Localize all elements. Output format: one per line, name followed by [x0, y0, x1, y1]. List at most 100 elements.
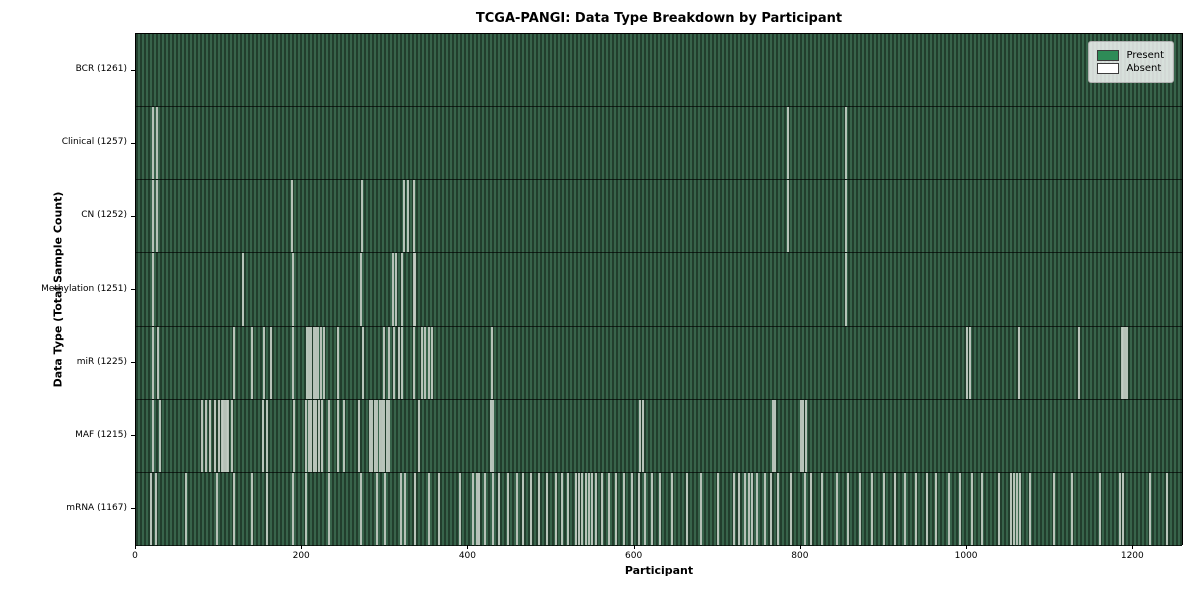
absent-line: [315, 399, 318, 472]
absent-line: [716, 472, 719, 545]
absent-line: [310, 326, 313, 399]
absent-line: [686, 472, 688, 545]
absent-line: [591, 472, 594, 545]
y-tick-label: BCR (1261): [75, 64, 127, 75]
absent-line: [312, 326, 315, 399]
y-tick-label: CN (1252): [81, 210, 127, 221]
absent-line: [152, 326, 155, 399]
absent-line: [227, 399, 230, 472]
absent-line: [231, 399, 234, 472]
absent-line: [1078, 326, 1081, 399]
x-tick-mark: [467, 545, 469, 549]
absent-line: [317, 326, 319, 399]
absent-line: [406, 180, 409, 253]
absent-line: [882, 472, 885, 545]
absent-line: [381, 399, 383, 472]
x-tick-mark: [301, 545, 303, 549]
absent-line: [382, 326, 385, 399]
x-tick-mark: [633, 545, 635, 549]
y-tick-mark: [131, 142, 135, 144]
absent-line: [208, 399, 211, 472]
absent-line: [643, 472, 646, 545]
absent-line: [184, 472, 187, 545]
absent-line: [594, 472, 597, 545]
absent-line: [858, 472, 861, 545]
absent-line: [414, 253, 417, 326]
absent-line: [159, 399, 162, 472]
absent-line: [307, 326, 310, 399]
plot-area: Present Absent: [135, 33, 1183, 546]
absent-line: [489, 399, 492, 472]
data-row-maf: [136, 399, 1182, 473]
absent-line: [400, 326, 403, 399]
absent-line: [971, 472, 974, 545]
absent-line: [820, 472, 823, 545]
absent-line: [748, 472, 751, 545]
absent-line: [802, 399, 805, 472]
absent-line: [266, 472, 269, 545]
absent-line: [427, 326, 430, 399]
absent-line: [491, 399, 494, 472]
absent-line: [336, 326, 339, 399]
absent-line: [152, 399, 155, 472]
absent-line: [388, 326, 391, 399]
absent-line: [424, 326, 427, 399]
absent-line: [981, 472, 984, 545]
absent-line: [292, 253, 295, 326]
absent-line: [893, 472, 896, 545]
absent-line: [361, 180, 364, 253]
absent-line: [639, 399, 642, 472]
absent-line: [1119, 472, 1121, 545]
x-tick-mark: [799, 545, 801, 549]
absent-line: [414, 472, 417, 545]
absent-line: [700, 472, 703, 545]
absent-line: [314, 326, 317, 399]
absent-line: [155, 180, 158, 253]
absent-line: [997, 472, 1000, 545]
absent-line: [383, 399, 386, 472]
absent-line: [641, 399, 644, 472]
absent-line: [342, 399, 345, 472]
absent-line: [156, 326, 159, 399]
absent-line: [213, 399, 216, 472]
absent-line: [412, 326, 415, 399]
absent-line: [200, 399, 203, 472]
absent-line: [581, 472, 584, 545]
x-tick-label: 600: [625, 551, 643, 561]
absent-line: [538, 472, 541, 545]
absent-line: [472, 472, 475, 545]
absent-line: [270, 326, 273, 399]
legend-label: Present: [1126, 50, 1164, 61]
x-axis-label: Participant: [624, 564, 694, 577]
y-tick-mark: [131, 435, 135, 437]
absent-line: [371, 399, 374, 472]
absent-line: [402, 180, 405, 253]
data-row-methylation: [136, 253, 1182, 327]
absent-line: [744, 472, 747, 545]
absent-line: [871, 472, 874, 545]
absent-line: [266, 399, 269, 472]
absent-line: [304, 472, 307, 545]
absent-line: [574, 472, 577, 545]
data-row-clinical: [136, 107, 1182, 181]
y-tick-label: MAF (1215): [75, 429, 127, 440]
absent-line: [959, 472, 962, 545]
absent-line: [233, 472, 236, 545]
absent-line: [393, 326, 396, 399]
data-row-cn: [136, 180, 1182, 254]
absent-line: [903, 472, 906, 545]
absent-line: [404, 472, 407, 545]
absent-line: [560, 472, 563, 545]
absent-line: [336, 399, 339, 472]
legend-label: Absent: [1126, 63, 1162, 74]
absent-line: [787, 180, 790, 253]
absent-line: [490, 326, 493, 399]
absent-line: [292, 472, 295, 545]
absent-line: [732, 472, 735, 545]
absent-line: [215, 472, 218, 545]
chart-title: TCGA-PANGI: Data Type Breakdown by Parti…: [475, 11, 843, 26]
absent-line: [251, 326, 254, 399]
x-tick-label: 800: [791, 551, 809, 561]
absent-line: [1017, 326, 1020, 399]
